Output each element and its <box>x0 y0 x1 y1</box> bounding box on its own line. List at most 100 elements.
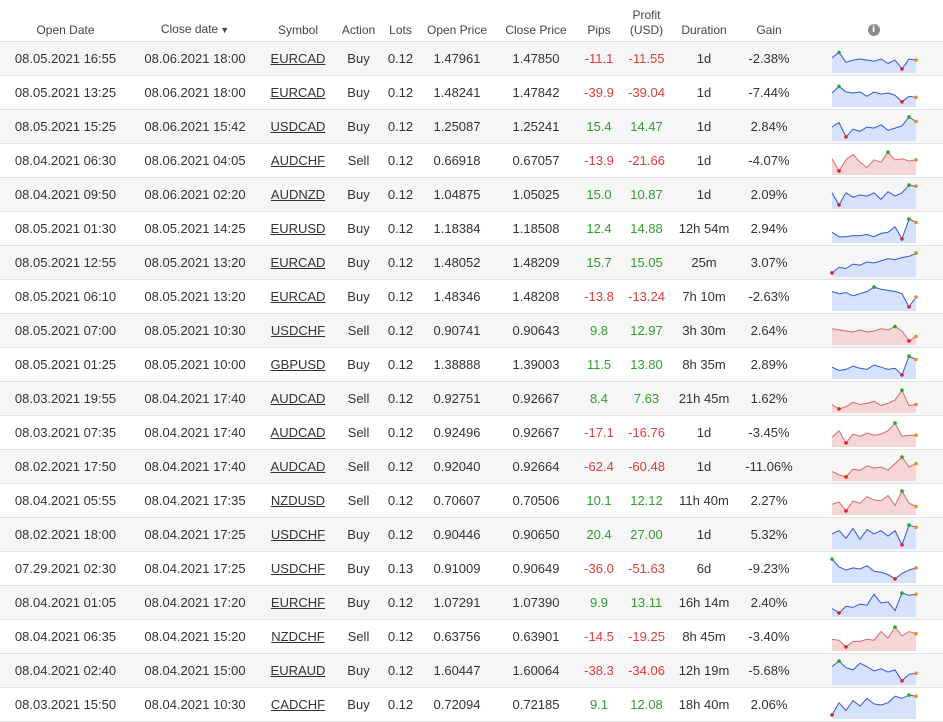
trade-sparkline[interactable] <box>830 317 918 345</box>
col-profit[interactable]: Profit (USD) <box>619 0 674 42</box>
open-date-cell: 08.05.2021 06:10 <box>0 279 131 314</box>
symbol-link[interactable]: USDCHF <box>270 561 326 576</box>
symbol-link[interactable]: USDCAD <box>270 119 326 134</box>
col-open-date[interactable]: Open Date <box>0 0 131 42</box>
symbol-link[interactable]: EURCHF <box>270 595 326 610</box>
gain-cell: -2.63% <box>748 289 790 304</box>
symbol-link[interactable]: NZDUSD <box>270 493 326 508</box>
open-price-cell: 0.63756 <box>433 629 481 644</box>
trade-sparkline[interactable] <box>830 419 918 447</box>
trade-sparkline[interactable] <box>830 215 918 243</box>
col-duration[interactable]: Duration <box>674 0 734 42</box>
trade-sparkline[interactable] <box>830 351 918 379</box>
trade-sparkline[interactable] <box>830 113 918 141</box>
open-price-cell: 0.92496 <box>421 415 493 450</box>
col-symbol[interactable]: Symbol <box>259 0 337 42</box>
trade-sparkline[interactable] <box>830 487 918 515</box>
profit-cell: 7.63 <box>633 391 660 406</box>
pips-cell: -13.9 <box>579 143 619 178</box>
close-date-cell: 08.04.2021 17:40 <box>131 415 259 450</box>
pips-cell: 8.4 <box>579 381 619 416</box>
close-price-cell: 0.72185 <box>493 687 579 722</box>
close-price-cell: 0.90643 <box>512 323 560 338</box>
gain-cell: -9.23% <box>748 561 790 576</box>
open-price-cell: 1.48052 <box>433 255 481 270</box>
col-close-date[interactable]: Close date ▼ <box>131 0 259 42</box>
action-cell: Sell <box>347 459 370 474</box>
trade-sparkline[interactable] <box>830 283 918 311</box>
profit-cell: -13.24 <box>619 279 674 314</box>
trade-sparkline[interactable] <box>829 555 918 583</box>
symbol-link[interactable]: AUDCAD <box>270 459 326 474</box>
trade-sparkline[interactable] <box>829 691 918 719</box>
gain-cell: -3.45% <box>748 425 790 440</box>
trade-sparkline[interactable] <box>830 453 918 481</box>
gain-cell: 5.32% <box>734 517 804 552</box>
duration-cell: 11h 40m <box>674 483 734 518</box>
close-price-cell: 1.25241 <box>512 119 560 134</box>
trade-sparkline[interactable] <box>830 623 918 651</box>
symbol-link[interactable]: EURCAD <box>270 289 326 304</box>
col-pips[interactable]: Pips <box>579 0 619 42</box>
profit-cell: 12.08 <box>630 697 663 712</box>
trade-sparkline[interactable] <box>830 521 918 549</box>
symbol-link[interactable]: EURCAD <box>270 255 326 270</box>
trade-sparkline[interactable] <box>830 147 918 175</box>
close-price-cell: 0.63901 <box>512 629 560 644</box>
sparkline-area <box>831 422 916 447</box>
duration-cell: 12h 19m <box>678 663 730 678</box>
profit-cell: -21.66 <box>619 143 674 178</box>
duration-cell: 1d <box>696 527 712 542</box>
col-action[interactable]: Action <box>337 0 380 42</box>
profit-cell: 14.88 <box>630 221 663 236</box>
symbol-link[interactable]: EURUSD <box>270 221 326 236</box>
trade-row: 08.02.2021 18:00 08.04.2021 17:25 USDCHF Bu… <box>0 517 943 552</box>
col-close-price[interactable]: Close Price <box>493 0 579 42</box>
symbol-link[interactable]: AUDCAD <box>270 425 326 440</box>
col-open-price[interactable]: Open Price <box>421 0 493 42</box>
symbol-link[interactable]: EURCAD <box>270 51 326 66</box>
trade-sparkline[interactable] <box>830 181 918 209</box>
pips-cell: 9.9 <box>579 585 619 620</box>
symbol-link[interactable]: AUDNZD <box>270 187 326 202</box>
col-lots[interactable]: Lots <box>380 0 421 42</box>
sparkline-low-dot <box>906 338 911 343</box>
action-cell: Buy <box>347 357 370 372</box>
lots-cell: 0.12 <box>380 449 421 484</box>
trade-sparkline[interactable] <box>830 589 918 617</box>
close-date-cell: 08.04.2021 17:25 <box>131 517 259 552</box>
close-price-cell: 1.47850 <box>493 41 579 76</box>
symbol-link[interactable]: USDCHF <box>270 323 326 338</box>
symbol-link[interactable]: AUDCAD <box>270 391 326 406</box>
sparkline-high-dot <box>906 114 911 119</box>
profit-cell: 13.80 <box>630 357 663 372</box>
symbol-cell: AUDCHF <box>259 143 337 178</box>
symbol-link[interactable]: CADCHF <box>270 697 326 712</box>
symbol-link[interactable]: EURAUD <box>270 663 326 678</box>
action-cell: Sell <box>337 483 380 518</box>
trade-sparkline[interactable] <box>830 657 918 685</box>
duration-cell: 21h 45m <box>678 391 730 406</box>
sparkline-area <box>831 326 916 345</box>
action-cell: Sell <box>347 153 370 168</box>
symbol-link[interactable]: GBPUSD <box>270 357 326 372</box>
trade-sparkline[interactable] <box>830 79 918 107</box>
pips-cell: 8.4 <box>589 391 609 406</box>
trade-sparkline[interactable] <box>829 249 918 277</box>
duration-cell: 1d <box>696 153 712 168</box>
sparkline-area <box>831 51 916 73</box>
symbol-link[interactable]: AUDCHF <box>270 153 326 168</box>
col-gain[interactable]: Gain <box>734 0 804 42</box>
info-icon[interactable]: i <box>867 24 880 36</box>
lots-cell: 0.12 <box>380 75 421 110</box>
profit-cell: -60.48 <box>619 449 674 484</box>
symbol-link[interactable]: USDCHF <box>270 527 326 542</box>
open-price-cell: 0.66918 <box>433 153 481 168</box>
symbol-link[interactable]: EURCAD <box>270 85 326 100</box>
open-date-cell: 08.03.2021 07:35 <box>0 415 131 450</box>
close-date-cell: 08.04.2021 17:40 <box>144 425 246 440</box>
trade-sparkline[interactable] <box>830 385 918 413</box>
symbol-link[interactable]: NZDCHF <box>271 629 325 644</box>
trade-sparkline[interactable] <box>830 45 918 73</box>
action-cell: Buy <box>337 517 380 552</box>
